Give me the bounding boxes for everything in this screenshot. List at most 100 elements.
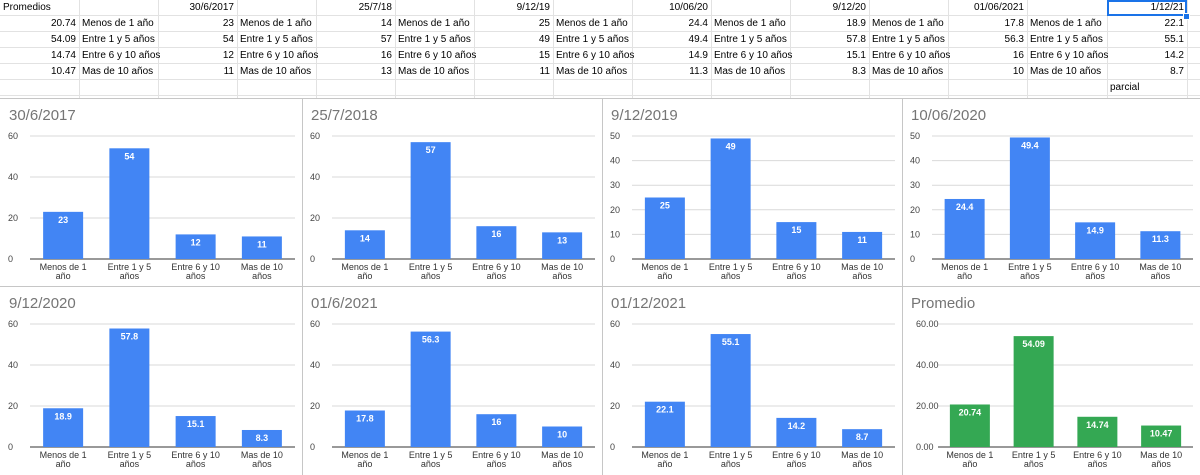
- bar-chart[interactable]: 10/06/2020 0 10 20 30 40 50 24.4 Menos de 1 año 49…: [902, 98, 1200, 286]
- bar[interactable]: [842, 231, 883, 259]
- value-cell[interactable]: 54.09: [50, 34, 76, 45]
- value-cell[interactable]: 11.3: [689, 66, 708, 77]
- category-cell[interactable]: Entre 6 y 10 años: [82, 50, 161, 61]
- category-cell[interactable]: Entre 1 y 5 años: [240, 34, 313, 45]
- bar[interactable]: [644, 401, 685, 447]
- category-cell[interactable]: Entre 6 y 10 años: [872, 50, 951, 61]
- note-cell[interactable]: parcial: [1110, 82, 1140, 93]
- category-cell[interactable]: Mas de 10 años: [82, 66, 154, 77]
- category-cell[interactable]: Entre 1 y 5 años: [1030, 34, 1103, 45]
- value-cell[interactable]: 23: [222, 18, 234, 29]
- bar[interactable]: [944, 198, 985, 259]
- value-cell[interactable]: 25: [538, 18, 550, 29]
- value-cell[interactable]: 24.4: [688, 18, 708, 29]
- category-cell[interactable]: Menos de 1 año: [1030, 18, 1102, 29]
- bar[interactable]: [344, 410, 385, 447]
- category-cell[interactable]: Entre 6 y 10 años: [1030, 50, 1109, 61]
- category-cell[interactable]: Menos de 1 año: [556, 18, 628, 29]
- value-cell[interactable]: 16: [380, 50, 392, 61]
- bar-chart[interactable]: 9/12/2020 0 20 40 60 18.9 Menos de 1 año 57.8 Ent…: [0, 286, 302, 475]
- value-cell[interactable]: 10: [1012, 66, 1024, 77]
- header-cell[interactable]: 10/06/20: [669, 2, 708, 13]
- category-cell[interactable]: Entre 1 y 5 años: [714, 34, 787, 45]
- bar[interactable]: [344, 230, 385, 259]
- value-cell[interactable]: 49: [538, 34, 550, 45]
- header-cell[interactable]: Promedios: [3, 2, 51, 13]
- bar-chart[interactable]: Promedio 0.00 20.00 40.00 60.00 20.74 Menos de…: [902, 286, 1200, 475]
- bar-chart[interactable]: 01/6/2021 0 20 40 60 17.8 Menos de 1 año 56.3 Ent…: [302, 286, 602, 475]
- category-cell[interactable]: Mas de 10 años: [556, 66, 628, 77]
- bar[interactable]: [410, 142, 451, 259]
- value-cell[interactable]: 13: [380, 66, 392, 77]
- value-cell[interactable]: 56.3: [1004, 34, 1024, 45]
- bar[interactable]: [949, 404, 990, 447]
- bar[interactable]: [644, 197, 685, 260]
- bar[interactable]: [109, 148, 150, 259]
- bar-chart[interactable]: 30/6/2017 0 20 40 60 23 Menos de 1 año 54 Entre 1…: [0, 98, 302, 286]
- category-cell[interactable]: Mas de 10 años: [1030, 66, 1102, 77]
- bar[interactable]: [1077, 416, 1118, 447]
- category-cell[interactable]: Menos de 1 año: [714, 18, 786, 29]
- category-cell[interactable]: Mas de 10 años: [872, 66, 944, 77]
- value-cell[interactable]: 8.3: [852, 66, 866, 77]
- value-cell[interactable]: 14.74: [50, 50, 76, 61]
- bar[interactable]: [43, 211, 84, 259]
- value-cell[interactable]: 17.8: [1004, 18, 1024, 29]
- category-cell[interactable]: Entre 1 y 5 años: [82, 34, 155, 45]
- value-cell[interactable]: 11: [539, 66, 550, 77]
- bar-chart[interactable]: 25/7/2018 0 20 40 60 14 Menos de 1 año 57 Entre 1…: [302, 98, 602, 286]
- value-cell[interactable]: 8.7: [1170, 66, 1184, 77]
- bar[interactable]: [776, 417, 817, 447]
- category-cell[interactable]: Entre 1 y 5 años: [398, 34, 471, 45]
- value-cell[interactable]: 57: [380, 34, 392, 45]
- value-cell[interactable]: 22.1: [1164, 18, 1184, 29]
- bar[interactable]: [776, 222, 817, 259]
- category-cell[interactable]: Entre 1 y 5 años: [556, 34, 629, 45]
- value-cell[interactable]: 10.47: [50, 66, 76, 77]
- category-cell[interactable]: Mas de 10 años: [714, 66, 786, 77]
- category-cell[interactable]: Entre 6 y 10 años: [714, 50, 793, 61]
- header-cell[interactable]: 9/12/19: [516, 2, 550, 13]
- bar[interactable]: [710, 138, 751, 259]
- bar[interactable]: [175, 416, 216, 447]
- value-cell[interactable]: 14.9: [688, 50, 708, 61]
- category-cell[interactable]: Mas de 10 años: [398, 66, 470, 77]
- bar-chart[interactable]: 01/12/2021 0 20 40 60 22.1 Menos de 1 año 55.1 En…: [602, 286, 902, 475]
- bar[interactable]: [1140, 231, 1181, 259]
- category-cell[interactable]: Menos de 1 año: [398, 18, 470, 29]
- bar[interactable]: [1141, 425, 1182, 447]
- value-cell[interactable]: 15: [538, 50, 550, 61]
- value-cell[interactable]: 15.1: [846, 50, 866, 61]
- value-cell[interactable]: 14.2: [1164, 50, 1184, 61]
- value-cell[interactable]: 18.9: [846, 18, 866, 29]
- spreadsheet-grid[interactable]: Promedios 30/6/2017 25/7/18 9/12/19 10/06/20…: [0, 0, 1200, 112]
- bar[interactable]: [476, 226, 517, 259]
- value-cell[interactable]: 49.4: [688, 34, 708, 45]
- value-cell[interactable]: 11: [223, 66, 234, 77]
- header-cell[interactable]: 9/12/20: [832, 2, 866, 13]
- category-cell[interactable]: Entre 6 y 10 años: [398, 50, 477, 61]
- bar[interactable]: [710, 334, 751, 447]
- bar[interactable]: [109, 328, 150, 447]
- category-cell[interactable]: Menos de 1 año: [82, 18, 154, 29]
- bar[interactable]: [241, 429, 282, 447]
- value-cell[interactable]: 16: [1012, 50, 1024, 61]
- bar[interactable]: [842, 429, 883, 447]
- bar[interactable]: [175, 234, 216, 259]
- bar[interactable]: [410, 331, 451, 447]
- value-cell[interactable]: 12: [222, 50, 234, 61]
- bar[interactable]: [1013, 336, 1054, 447]
- bar[interactable]: [542, 232, 583, 259]
- bar[interactable]: [241, 236, 282, 259]
- category-cell[interactable]: Menos de 1 año: [240, 18, 312, 29]
- bar[interactable]: [43, 408, 84, 447]
- bar[interactable]: [542, 426, 583, 448]
- category-cell[interactable]: Mas de 10 años: [240, 66, 312, 77]
- category-cell[interactable]: Entre 6 y 10 años: [240, 50, 319, 61]
- value-cell[interactable]: 55.1: [1164, 34, 1184, 45]
- fill-handle[interactable]: [1183, 13, 1190, 20]
- header-cell[interactable]: 30/6/2017: [189, 2, 235, 13]
- bar[interactable]: [1075, 222, 1116, 259]
- header-cell[interactable]: 1/12/21: [1150, 2, 1184, 13]
- bar[interactable]: [1009, 137, 1050, 259]
